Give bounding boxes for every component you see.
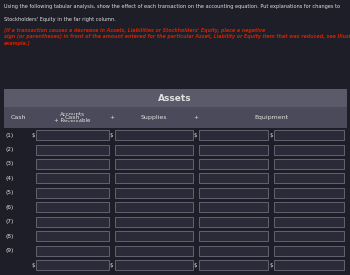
Text: $: $	[110, 263, 113, 268]
FancyBboxPatch shape	[36, 173, 109, 183]
FancyBboxPatch shape	[115, 144, 193, 155]
FancyBboxPatch shape	[274, 188, 344, 198]
FancyBboxPatch shape	[115, 202, 193, 212]
Text: (9): (9)	[5, 248, 14, 253]
FancyBboxPatch shape	[274, 217, 344, 227]
Text: (8): (8)	[5, 234, 14, 239]
FancyBboxPatch shape	[36, 188, 109, 198]
FancyBboxPatch shape	[36, 246, 109, 256]
FancyBboxPatch shape	[115, 130, 193, 140]
FancyBboxPatch shape	[115, 217, 193, 227]
FancyBboxPatch shape	[274, 231, 344, 241]
Text: Cash: Cash	[65, 115, 80, 120]
FancyBboxPatch shape	[4, 89, 346, 107]
FancyBboxPatch shape	[199, 188, 268, 198]
Text: Accounts
+ Receivable: Accounts + Receivable	[55, 112, 91, 123]
FancyBboxPatch shape	[274, 246, 344, 256]
FancyBboxPatch shape	[199, 246, 268, 256]
FancyBboxPatch shape	[274, 130, 344, 140]
FancyBboxPatch shape	[115, 173, 193, 183]
FancyBboxPatch shape	[115, 188, 193, 198]
Text: $: $	[110, 133, 113, 138]
FancyBboxPatch shape	[36, 260, 109, 270]
FancyBboxPatch shape	[274, 144, 344, 155]
FancyBboxPatch shape	[36, 217, 109, 227]
FancyBboxPatch shape	[199, 130, 268, 140]
Text: +: +	[109, 115, 115, 120]
FancyBboxPatch shape	[36, 130, 109, 140]
Text: Cash: Cash	[10, 115, 26, 120]
Text: Stockholders' Equity in the far right column.: Stockholders' Equity in the far right co…	[4, 16, 116, 21]
Text: (4): (4)	[5, 176, 14, 181]
FancyBboxPatch shape	[274, 260, 344, 270]
Text: (5): (5)	[5, 190, 14, 195]
FancyBboxPatch shape	[274, 202, 344, 212]
Text: Using the following tabular analysis, show the effect of each transaction on the: Using the following tabular analysis, sh…	[4, 4, 340, 9]
Text: $: $	[269, 263, 273, 268]
FancyBboxPatch shape	[4, 107, 346, 128]
FancyBboxPatch shape	[199, 231, 268, 241]
Text: $: $	[269, 133, 273, 138]
Text: $: $	[194, 133, 197, 138]
Text: $: $	[31, 263, 35, 268]
FancyBboxPatch shape	[274, 159, 344, 169]
FancyBboxPatch shape	[115, 246, 193, 256]
Text: $: $	[194, 263, 197, 268]
FancyBboxPatch shape	[115, 159, 193, 169]
Text: Assets: Assets	[158, 94, 192, 103]
FancyBboxPatch shape	[36, 202, 109, 212]
FancyBboxPatch shape	[36, 159, 109, 169]
FancyBboxPatch shape	[199, 260, 268, 270]
FancyBboxPatch shape	[36, 231, 109, 241]
FancyBboxPatch shape	[199, 159, 268, 169]
FancyBboxPatch shape	[199, 217, 268, 227]
Text: (6): (6)	[5, 205, 14, 210]
Text: (2): (2)	[5, 147, 14, 152]
Text: (1): (1)	[5, 133, 14, 138]
Text: +: +	[194, 115, 199, 120]
FancyBboxPatch shape	[199, 173, 268, 183]
FancyBboxPatch shape	[274, 173, 344, 183]
FancyBboxPatch shape	[115, 231, 193, 241]
FancyBboxPatch shape	[36, 144, 109, 155]
Text: (3): (3)	[5, 161, 14, 166]
Text: (7): (7)	[5, 219, 14, 224]
FancyBboxPatch shape	[115, 260, 193, 270]
Text: Equipment: Equipment	[254, 115, 288, 120]
Text: Supplies: Supplies	[141, 115, 167, 120]
FancyBboxPatch shape	[199, 144, 268, 155]
FancyBboxPatch shape	[199, 202, 268, 212]
Text: (If a transaction causes a decrease in Assets, Liabilities or Stockholders' Equi: (If a transaction causes a decrease in A…	[4, 28, 350, 46]
Text: $: $	[31, 133, 35, 138]
